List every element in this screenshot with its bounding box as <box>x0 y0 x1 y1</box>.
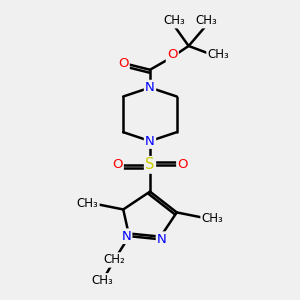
Text: N: N <box>145 135 155 148</box>
Text: CH₂: CH₂ <box>103 254 125 266</box>
Text: O: O <box>167 48 178 62</box>
Text: CH₃: CH₃ <box>208 48 229 62</box>
Text: O: O <box>118 57 128 70</box>
Text: CH₃: CH₃ <box>202 212 223 225</box>
Text: CH₃: CH₃ <box>196 14 217 27</box>
Text: CH₃: CH₃ <box>77 197 98 210</box>
Text: O: O <box>112 158 123 171</box>
Text: CH₃: CH₃ <box>163 14 185 27</box>
Text: S: S <box>145 158 155 172</box>
Text: N: N <box>121 230 131 243</box>
Text: N: N <box>157 233 167 246</box>
Text: N: N <box>145 81 155 94</box>
Text: CH₃: CH₃ <box>92 274 113 287</box>
Text: O: O <box>177 158 188 171</box>
